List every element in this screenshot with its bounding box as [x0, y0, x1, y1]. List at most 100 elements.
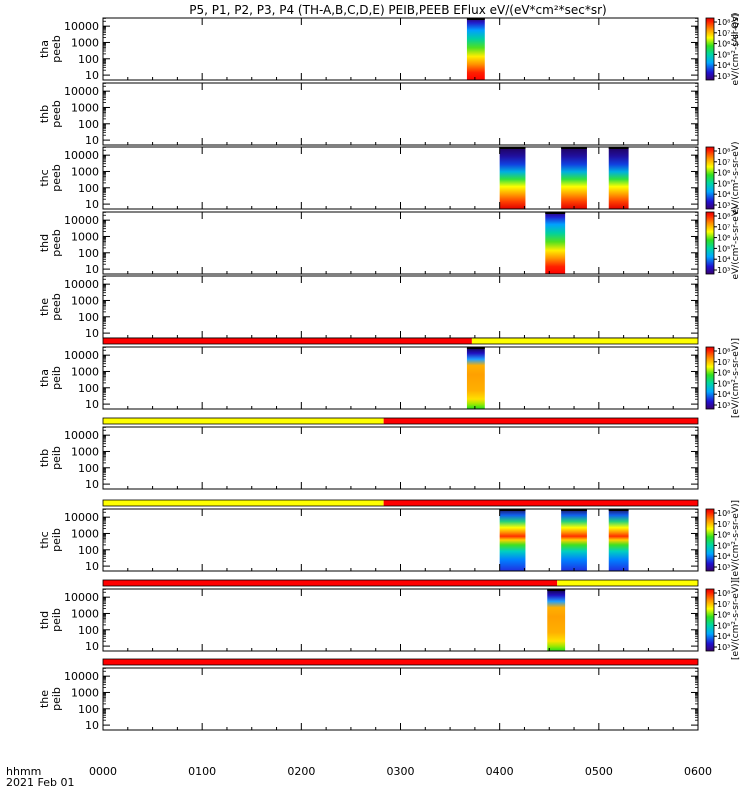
y-tick-label: 10000 [64, 85, 99, 98]
colorbar-tick-label: 10⁴ [717, 255, 730, 264]
mode-bar-segment [103, 338, 472, 344]
colorbar-tick-label: 10⁴ [717, 552, 730, 561]
panel-probe-label: thc [38, 169, 51, 186]
colorbar-tick-label: 10⁶ [717, 169, 730, 178]
colorbar-tick-label: 10⁶ [717, 531, 730, 540]
colorbar-tick-label: 10⁸ [717, 147, 730, 156]
y-tick-label: 100 [78, 118, 99, 131]
colorbar-units-label: eV/(cm²-s-sr-eV) [731, 141, 741, 214]
y-tick-label: 1000 [71, 527, 99, 540]
y-tick-label: 1000 [71, 165, 99, 178]
colorbar-units-label: [eV/(cm²-s-sr-eV)] [731, 580, 741, 660]
colorbar-tick-label: 10⁸ [717, 212, 730, 221]
mode-bar-segment [103, 500, 384, 506]
mode-bar-frame [102, 417, 699, 425]
spectrogram-block-top-edge [499, 509, 526, 511]
colorbar-side-note: (All Qs) [731, 14, 741, 47]
colorbar-tick-label: 10⁴ [717, 61, 730, 70]
panel-instrument-label: peeb [50, 164, 63, 192]
colorbar-tick-label: 10⁷ [717, 158, 730, 167]
panel-frame [102, 426, 699, 490]
colorbar-tick-label: 10⁵ [717, 379, 730, 388]
y-tick-label: 1000 [71, 294, 99, 307]
colorbar-tick-label: 10⁷ [717, 358, 730, 367]
y-tick-label: 100 [78, 53, 99, 66]
colorbar-units-label: [eV/(cm²-s-sr-eV)] [731, 338, 741, 418]
panel-probe-label: thb [38, 105, 51, 123]
spectrogram-block-top-edge [561, 147, 587, 149]
colorbar-gradient [705, 346, 715, 410]
colorbar-tick-label: 10³ [717, 401, 730, 410]
panel-thb-peib: 10 100 1000 10000 thb peib [38, 417, 699, 491]
y-tick-label: 1000 [71, 230, 99, 243]
panel-the-peeb: 10 100 1000 10000 the peeb [38, 275, 699, 340]
y-tick-label: 100 [78, 703, 99, 716]
mode-bar-segment [383, 418, 698, 424]
y-tick-label: 10 [85, 478, 99, 491]
panel-instrument-label: peib [50, 528, 63, 552]
panel-instrument-label: peeb [50, 35, 63, 63]
mode-bar-segment [103, 418, 384, 424]
panel-instrument-label: peeb [50, 229, 63, 257]
y-tick-label: 100 [78, 382, 99, 395]
x-tick-label: 0000 [89, 765, 117, 778]
colorbar-tick-label: 10⁵ [717, 50, 730, 59]
spectrogram-block [545, 212, 566, 274]
colorbar-tick-label: 10⁷ [717, 223, 730, 232]
spectrogram-block-top-edge [499, 147, 526, 149]
y-tick-label: 10 [85, 560, 99, 573]
colorbar-tick-label: 10⁸ [717, 347, 730, 356]
spectrogram-block [547, 589, 566, 651]
y-tick-label: 10000 [64, 670, 99, 683]
panel-frame [102, 588, 699, 652]
y-tick-label: 1000 [71, 607, 99, 620]
panel-probe-label: tha [38, 369, 51, 387]
colorbar-tick-label: 10³ [717, 72, 730, 81]
panel-instrument-label: peib [50, 366, 63, 390]
panel-frame [102, 275, 699, 339]
colorbar-tick-label: 10⁶ [717, 234, 730, 243]
panel-frame [102, 82, 699, 146]
colorbar-tick-label: 10⁷ [717, 520, 730, 529]
spectrogram-block [499, 147, 526, 209]
panel-probe-label: thd [38, 611, 51, 629]
panel-frame [102, 346, 699, 410]
colorbar-tick-label: 10³ [717, 266, 730, 275]
mode-bar-segment [383, 500, 698, 506]
colorbar-tick-label: 10⁸ [717, 509, 730, 518]
panel-instrument-label: peib [50, 608, 63, 632]
spectrogram-block [561, 147, 587, 209]
panel-frame [102, 211, 699, 275]
y-tick-label: 100 [78, 247, 99, 260]
y-tick-label: 10000 [64, 591, 99, 604]
colorbar-tick-label: 10⁷ [717, 29, 730, 38]
colorbar-tick-label: 10⁸ [717, 589, 730, 598]
y-tick-label: 100 [78, 462, 99, 475]
colorbar-gradient [705, 588, 715, 652]
y-tick-label: 10000 [64, 511, 99, 524]
mode-bar-frame [102, 658, 699, 666]
mode-bar-frame [102, 337, 699, 345]
colorbar-units-label: [eV/(cm²-s-sr-eV)] [731, 500, 741, 580]
spectrogram-block [499, 509, 526, 571]
colorbar-units-label: eV/(cm²-s-sr-eV) [731, 206, 741, 279]
y-tick-label: 10 [85, 398, 99, 411]
panel-probe-label: thb [38, 449, 51, 467]
colorbar-tick-label: 10³ [717, 643, 730, 652]
panel-probe-label: tha [38, 40, 51, 58]
colorbar-gradient [705, 146, 715, 210]
date-label: 2021 Feb 01 [6, 776, 74, 789]
time-axis-corner-label: hhmm [6, 765, 41, 778]
x-tick-label: 0100 [188, 765, 216, 778]
y-tick-label: 10 [85, 198, 99, 211]
spectrogram-block [561, 509, 587, 571]
mode-bar-segment [103, 659, 698, 665]
spectrogram-block-top-edge [561, 509, 587, 511]
y-tick-label: 100 [78, 624, 99, 637]
panel-instrument-label: peib [50, 446, 63, 470]
